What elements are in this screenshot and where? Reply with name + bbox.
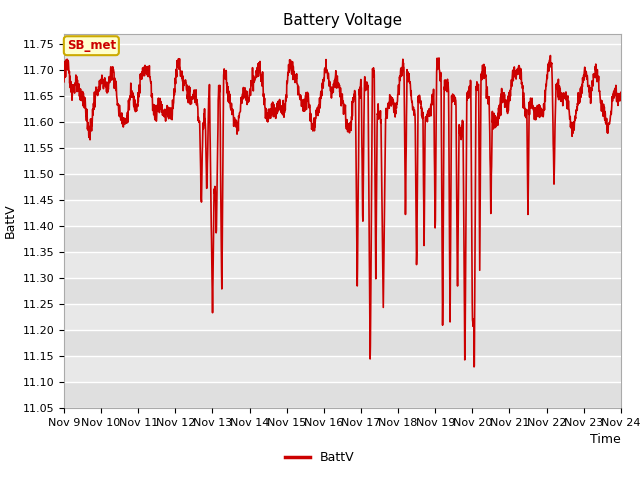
Text: SB_met: SB_met <box>67 39 116 52</box>
X-axis label: Time: Time <box>590 433 621 446</box>
Bar <box>64 226 621 252</box>
Bar <box>64 382 621 408</box>
Title: Battery Voltage: Battery Voltage <box>283 13 402 28</box>
Legend: BattV: BattV <box>280 446 360 469</box>
Bar <box>64 70 621 96</box>
Bar <box>64 122 621 148</box>
Bar <box>64 330 621 356</box>
Bar <box>64 174 621 200</box>
Y-axis label: BattV: BattV <box>4 204 17 238</box>
Bar <box>64 278 621 304</box>
